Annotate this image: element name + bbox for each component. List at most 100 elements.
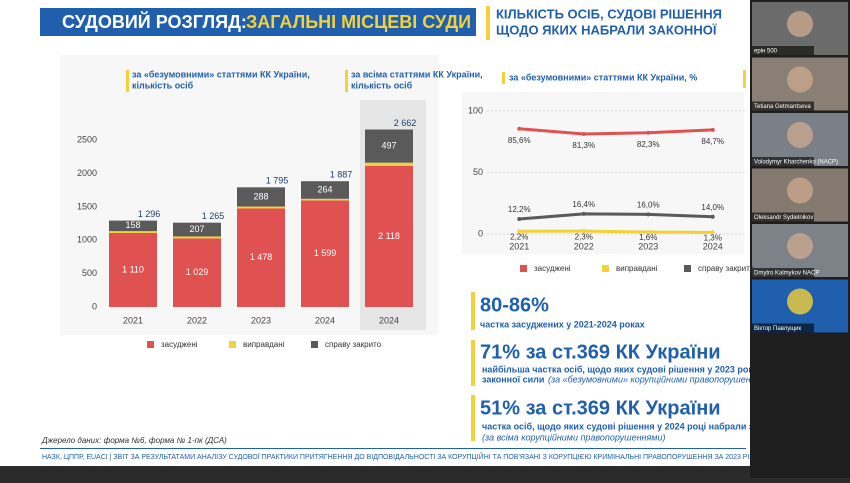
x-tick-label: 2022 [187,315,207,325]
stat-headline: 80-86% [480,294,549,316]
data-label: 14,0% [701,203,724,212]
bar-segment [109,231,157,233]
accent [743,70,746,88]
total-label: 2 662 [394,118,417,128]
legend-label: виправдані [243,340,285,349]
x-tick-label: 2021 [123,315,143,325]
bar-segment [109,220,157,232]
legend-label: справу закрито [698,264,755,273]
avatar [787,177,813,204]
point [581,211,586,216]
bar-segment [301,181,349,199]
avatar [787,122,813,148]
legend-label: виправдані [616,264,658,273]
y-tick-label: 1500 [77,201,97,211]
total-label: 1 795 [266,176,289,186]
stat-text: найбільша частка осіб, щодо яких судові … [482,364,797,374]
divider [40,448,746,449]
participant-name: Віктор Павлущик [754,326,802,332]
participant-name: Volodymyr Kharchenko (NACP) [754,160,838,166]
data-label: 12,2% [508,205,531,214]
point [710,127,715,132]
point [517,229,522,234]
x-tick-label: 2021 [509,241,529,251]
name-bg [752,101,814,111]
line-chart-title: за «безумовними» статтями КК України, % [509,72,697,82]
stat-note: (за «безумовними» корупційними правопору… [548,374,775,384]
right-title: ЩОДО ЯКИХ НАБРАЛИ ЗАКОННОЇ [496,22,717,37]
bar-segment [301,198,349,201]
data-label: 16,0% [637,200,660,209]
x-tick-label: 2023 [638,241,658,251]
avatar [787,11,813,37]
accent [486,6,490,40]
name-bg [752,268,814,277]
y-tick-label: 2500 [77,135,97,145]
bar-segment [109,233,157,307]
avatar [787,233,813,259]
data-label: 16,4% [572,200,595,209]
bar-segment [301,200,349,307]
data-label: 81,3% [572,141,595,150]
stat-text: частка засуджених у 2021-2024 роках [480,319,645,329]
legend-swatch [520,265,527,272]
accent [502,72,505,84]
data-label: 2,3% [575,232,593,241]
point [646,212,651,217]
legend-label: справу закрито [325,340,382,349]
point [581,132,586,137]
accent [471,340,475,386]
data-label: 1,6% [639,233,657,242]
x-tick-label: 2024 [315,315,335,325]
x-tick-label: 2022 [574,241,594,251]
y-tick-label: 50 [473,167,483,177]
name-bg [752,323,814,333]
name-bg [752,212,814,222]
legend-swatch [229,341,236,348]
point [710,214,715,219]
y-tick-label: 0 [478,228,483,238]
data-label: 1,3% [704,234,722,243]
participant-name: Dmytro Kalmykov NACP [754,271,819,277]
bar-segment [365,129,413,163]
data-label: 85,6% [508,136,531,145]
annotation: за всіма статтями КК України, [351,69,483,79]
legend-swatch [147,341,154,348]
total-label: 1 265 [202,211,225,221]
y-tick-label: 0 [92,301,97,311]
stat-headline: 71% за ст.369 КК України [480,341,721,363]
x-tick-label: 2024 [379,315,399,325]
x-tick-label: 2023 [251,315,271,325]
source: Джерело даних: форма №6, форма № 1-пк (Д… [41,436,227,445]
data-label: 2,2% [510,232,528,241]
bar-segment [173,236,221,239]
line [519,127,713,136]
stat-headline: 51% за ст.369 КК України [480,397,721,419]
participant-name: ерін 500 [754,49,778,55]
line [519,212,713,221]
point [646,230,651,235]
data-label: 82,3% [637,140,660,149]
data-label: 1 029 [186,267,209,277]
data-label: 1 110 [122,264,144,274]
legend-swatch [684,265,691,272]
stat-note: (за всіма корупційними правопорушеннями) [482,432,665,442]
accent [126,70,129,92]
point [517,126,522,131]
bar-segment [365,165,413,307]
annotation: кількість осіб [351,80,413,90]
point [646,130,651,135]
title: СУДОВИЙ РОЗГЛЯД: [62,11,247,32]
y-tick-label: 100 [468,105,483,115]
right-title: КІЛЬКІСТЬ ОСІБ, СУДОВІ РІШЕННЯ [496,6,722,21]
data-label: 84,7% [701,137,724,146]
accent [345,70,348,92]
stat-text: частка осіб, щодо яких судові рішення у … [482,421,811,431]
footer: НАЗК, ЦППР, EUACI | ЗВІТ ЗА РЕЗУЛЬТАТАМИ… [42,452,754,461]
participant-name: Tetiana Getmantseva [754,104,811,110]
name-bg [752,157,814,166]
accent [471,395,475,441]
stat-text: законної сили [482,374,544,384]
total-label: 1 887 [330,170,353,180]
